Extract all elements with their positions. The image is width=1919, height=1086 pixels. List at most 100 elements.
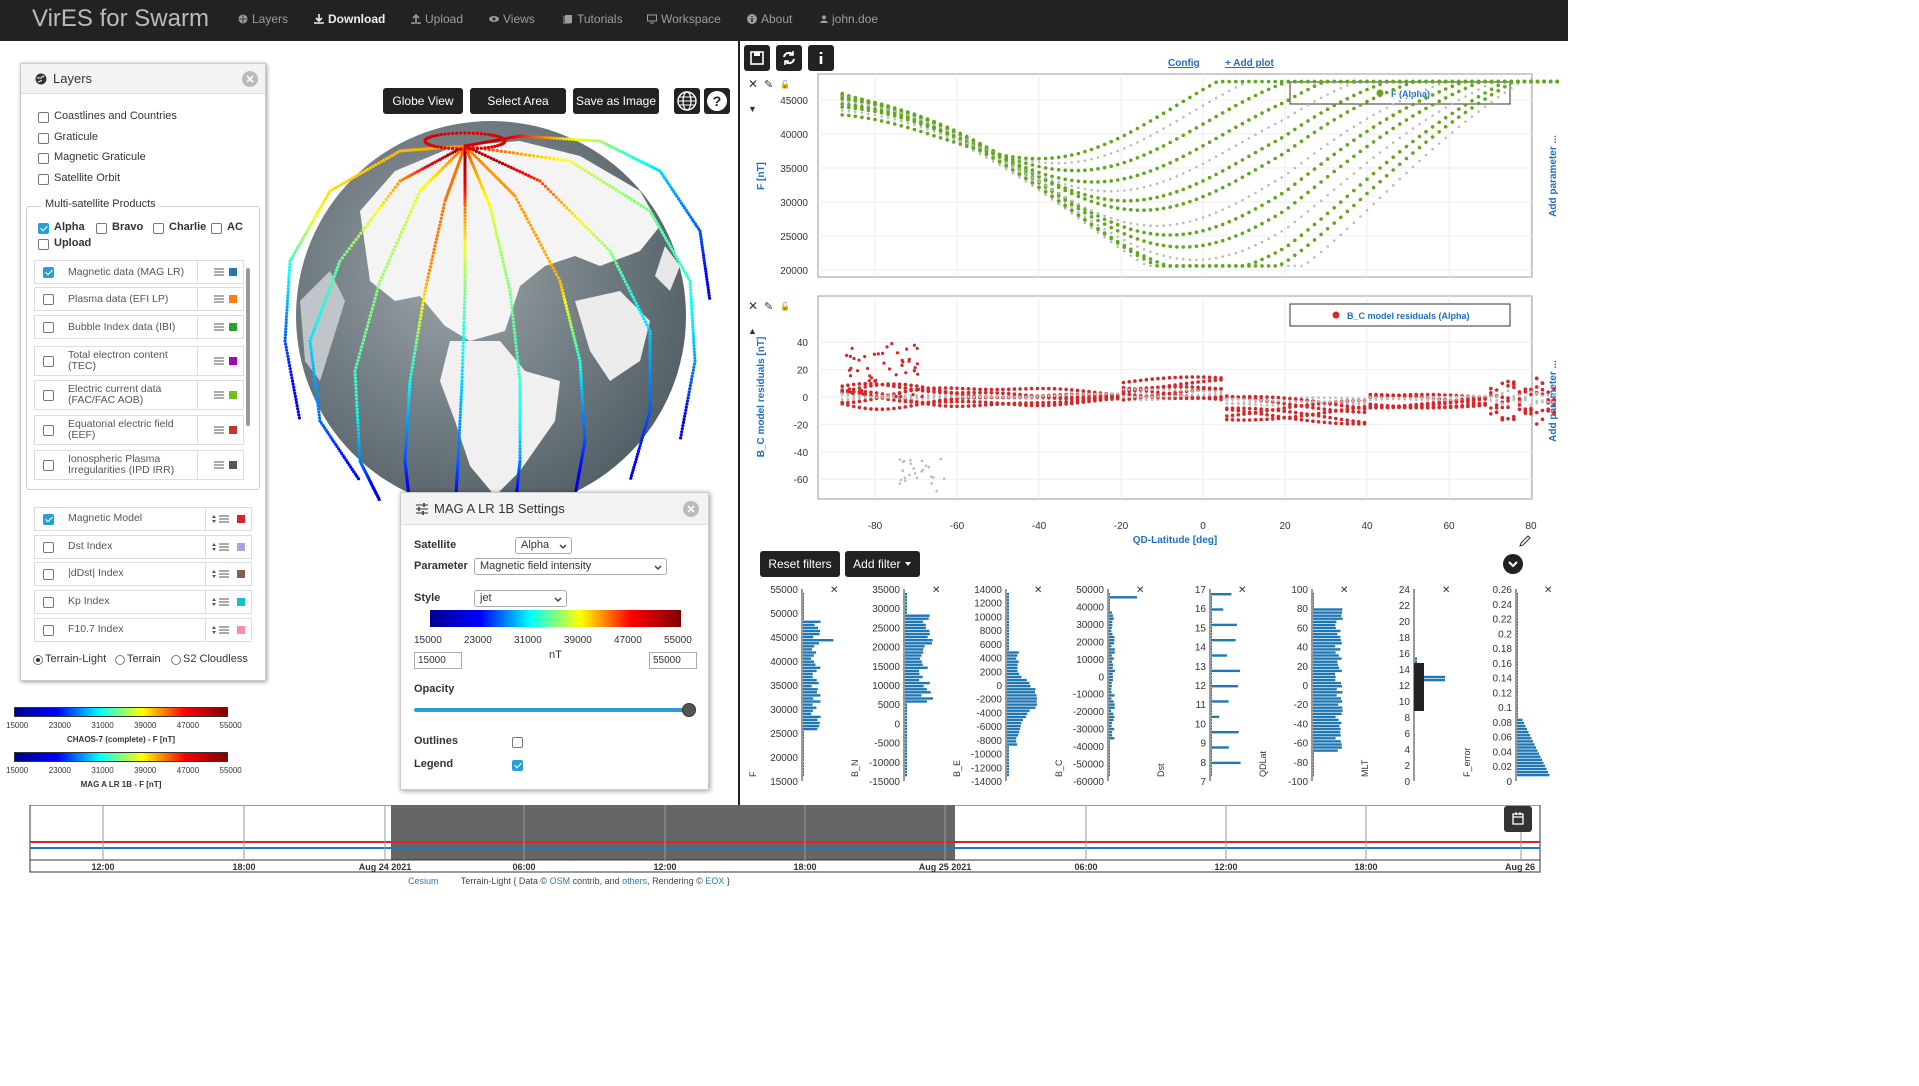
product-checkbox[interactable] bbox=[43, 460, 54, 471]
close-settings-button[interactable] bbox=[683, 501, 699, 517]
pencil-icon[interactable] bbox=[1518, 534, 1532, 548]
refresh-button[interactable] bbox=[776, 45, 802, 71]
product-row[interactable]: Ionospheric Plasma Irregularities (IPD IR… bbox=[34, 450, 244, 480]
product-checkbox[interactable] bbox=[43, 390, 54, 401]
model-row[interactable]: Dst Index bbox=[34, 535, 252, 559]
layer-checkbox[interactable] bbox=[38, 132, 49, 144]
nav-views[interactable]: Views bbox=[489, 12, 535, 26]
opacity-slider[interactable] bbox=[414, 703, 696, 717]
satellite-checkbox-alpha[interactable] bbox=[38, 223, 49, 234]
save-image-button[interactable]: Save as Image bbox=[573, 88, 659, 114]
brand-logo[interactable]: VirES for Swarm bbox=[32, 5, 209, 32]
model-row[interactable]: Magnetic Model bbox=[34, 507, 252, 531]
nav-layers[interactable]: Layers bbox=[238, 12, 288, 26]
model-row[interactable]: Kp Index bbox=[34, 590, 252, 614]
satellite-select[interactable]: Alpha bbox=[515, 537, 572, 554]
satellite-checkbox-ac[interactable] bbox=[211, 223, 222, 234]
timeline[interactable]: 12:00 18:00 Aug 24 2021 06:00 12:00 18:00 Aug … bbox=[0, 805, 1568, 887]
nav-download[interactable]: Download bbox=[314, 12, 385, 26]
model-color-swatch[interactable] bbox=[237, 626, 245, 634]
product-settings-button[interactable] bbox=[197, 451, 243, 479]
select-area-button[interactable]: Select Area bbox=[470, 88, 566, 114]
config-link[interactable]: Config bbox=[1168, 58, 1200, 69]
max-input[interactable]: 55000 bbox=[649, 652, 697, 669]
product-settings-button[interactable] bbox=[197, 288, 243, 310]
layer-checkbox[interactable] bbox=[38, 153, 49, 164]
model-settings-button[interactable] bbox=[205, 508, 251, 530]
layer-checkbox[interactable] bbox=[38, 112, 49, 123]
osm-link[interactable]: OSM bbox=[549, 876, 571, 886]
product-checkbox[interactable] bbox=[43, 267, 54, 278]
nav-about[interactable]: About bbox=[747, 12, 792, 26]
products-scrollbar[interactable] bbox=[246, 268, 250, 426]
filter-histograms[interactable]: F550005000045000400003500030000250002000… bbox=[740, 585, 1568, 805]
scatter-plots[interactable]: 45000 40000 35000 30000 25000 20000 40 20 0 -20 -4… bbox=[740, 71, 1568, 581]
nav-workspace[interactable]: Workspace bbox=[647, 12, 721, 26]
timeline-slider[interactable]: 12:00 18:00 Aug 24 2021 06:00 12:00 18:00 Aug … bbox=[0, 805, 1568, 875]
model-row[interactable]: |dDst| Index bbox=[34, 562, 252, 586]
style-select[interactable]: jet bbox=[474, 590, 567, 607]
basemap-radio[interactable] bbox=[33, 655, 43, 665]
product-checkbox[interactable] bbox=[43, 425, 54, 436]
product-row[interactable]: Electric current data (FAC/FAC AOB) bbox=[34, 380, 244, 410]
globe-view-button[interactable]: Globe View bbox=[383, 88, 463, 114]
model-color-swatch[interactable] bbox=[237, 543, 245, 551]
product-color-swatch[interactable] bbox=[229, 357, 237, 365]
product-settings-button[interactable] bbox=[197, 261, 243, 283]
product-row[interactable]: Plasma data (EFI LP) bbox=[34, 287, 244, 311]
product-color-swatch[interactable] bbox=[229, 461, 237, 469]
product-color-swatch[interactable] bbox=[229, 268, 237, 276]
basemap-radio[interactable] bbox=[115, 655, 125, 665]
calendar-button[interactable] bbox=[1504, 806, 1532, 832]
satellite-checkbox-bravo[interactable] bbox=[96, 223, 107, 234]
product-color-swatch[interactable] bbox=[229, 323, 237, 331]
product-settings-button[interactable] bbox=[197, 416, 243, 444]
model-checkbox[interactable] bbox=[43, 625, 54, 636]
product-row[interactable]: Magnetic data (MAG LR) bbox=[34, 260, 244, 284]
satellite-checkbox-charlie[interactable] bbox=[153, 223, 164, 234]
product-checkbox[interactable] bbox=[43, 294, 54, 305]
layers-panel-header[interactable]: Layers bbox=[21, 64, 265, 94]
product-color-swatch[interactable] bbox=[229, 426, 237, 434]
basemap-radio[interactable] bbox=[171, 655, 181, 665]
min-input[interactable]: 15000 bbox=[414, 652, 462, 669]
model-row[interactable]: F10.7 Index bbox=[34, 618, 252, 642]
model-checkbox[interactable] bbox=[43, 542, 54, 553]
product-settings-button[interactable] bbox=[197, 381, 243, 409]
save-config-button[interactable] bbox=[744, 45, 770, 71]
collapse-filters-button[interactable] bbox=[1503, 554, 1523, 574]
cesium-link[interactable]: Cesium bbox=[408, 876, 439, 886]
satellite-checkbox-upload[interactable] bbox=[38, 239, 49, 250]
reset-filters-button[interactable]: Reset filters bbox=[760, 551, 840, 577]
model-checkbox[interactable] bbox=[43, 569, 54, 580]
others-link[interactable]: others bbox=[622, 876, 648, 886]
panel-divider[interactable] bbox=[738, 41, 740, 805]
add-filter-button[interactable]: Add filter bbox=[845, 551, 920, 577]
product-settings-button[interactable] bbox=[197, 347, 243, 375]
projection-button[interactable] bbox=[674, 88, 700, 114]
product-settings-button[interactable] bbox=[197, 316, 243, 338]
product-color-swatch[interactable] bbox=[229, 391, 237, 399]
eox-link[interactable]: EOX bbox=[705, 876, 725, 886]
model-color-swatch[interactable] bbox=[237, 598, 245, 606]
nav-user[interactable]: john.doe bbox=[820, 12, 878, 26]
parameter-select[interactable]: Magnetic field intensity bbox=[474, 558, 667, 575]
nav-tutorials[interactable]: Tutorials bbox=[563, 12, 623, 26]
legend-checkbox[interactable] bbox=[512, 760, 523, 771]
layer-checkbox[interactable] bbox=[38, 173, 49, 185]
product-color-swatch[interactable] bbox=[229, 295, 237, 303]
nav-upload[interactable]: Upload bbox=[411, 12, 463, 26]
opacity-slider-handle[interactable] bbox=[682, 703, 696, 717]
model-color-swatch[interactable] bbox=[237, 570, 245, 578]
model-settings-button[interactable] bbox=[205, 591, 251, 613]
product-row[interactable]: Bubble Index data (IBI) bbox=[34, 315, 244, 339]
outlines-checkbox[interactable] bbox=[512, 737, 523, 748]
info-button[interactable] bbox=[808, 45, 834, 71]
model-checkbox[interactable] bbox=[43, 514, 54, 525]
product-checkbox[interactable] bbox=[43, 322, 54, 333]
model-checkbox[interactable] bbox=[43, 597, 54, 608]
add-plot-link[interactable]: + Add plot bbox=[1225, 58, 1274, 69]
model-settings-button[interactable] bbox=[205, 536, 251, 558]
help-button[interactable]: ? bbox=[704, 88, 730, 114]
globe[interactable] bbox=[0, 41, 738, 805]
